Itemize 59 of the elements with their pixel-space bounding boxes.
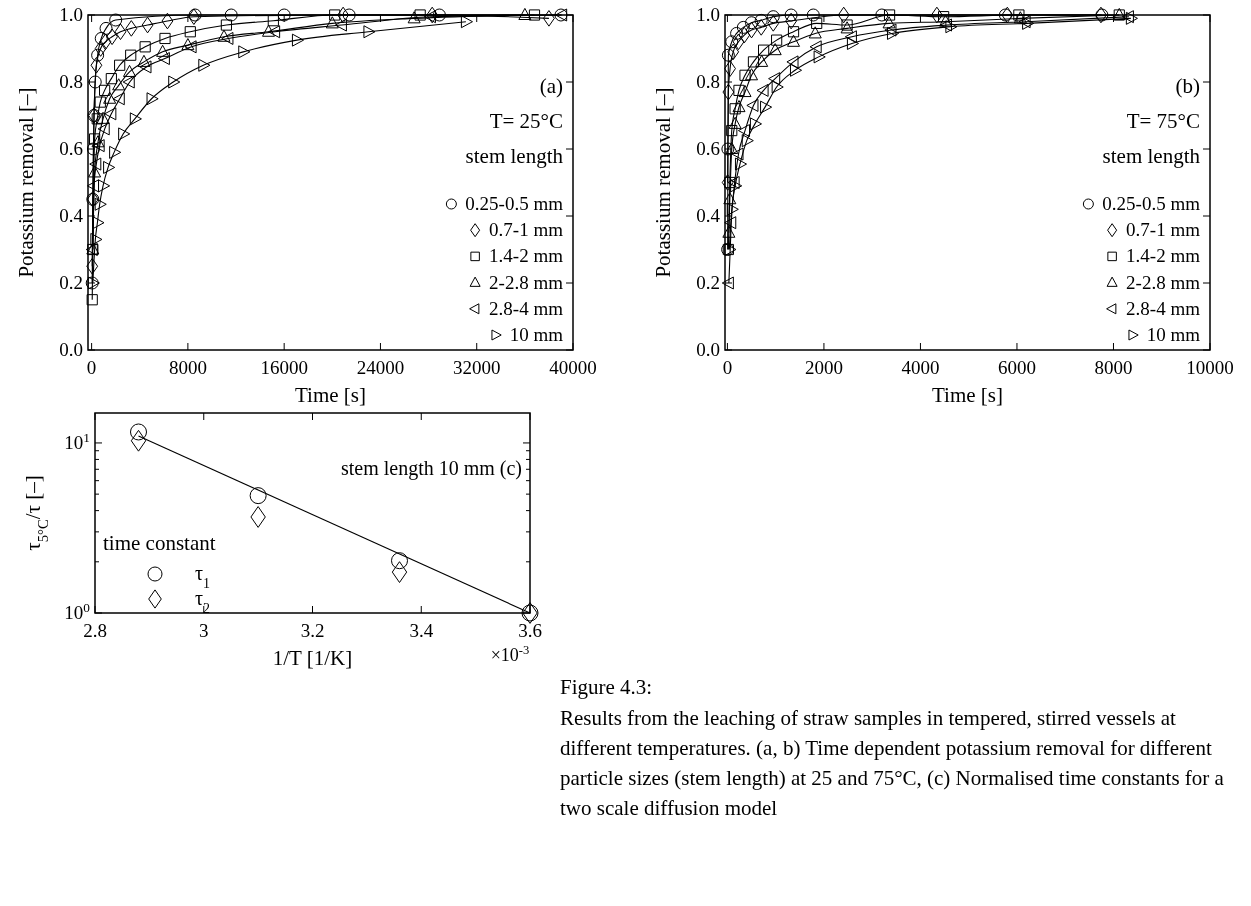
- y-tick-label: 0.0: [59, 339, 83, 360]
- annotation: T= 25°C: [489, 109, 563, 133]
- y-tick-label: 1.0: [59, 4, 83, 25]
- legend-title: time constant: [103, 531, 216, 555]
- y-tick-label: 10$^{0}$: [64, 599, 91, 623]
- text: Results from the leaching of straw samples in tempered, stirred vessels at different temperatures. (a, b) Time dependent potassium removal for different particle sizes (stem length) at 25 and 75°C, (c) Normalised time constants for a two scale diffusion model: [560, 706, 1225, 820]
- annotation: stem length 10 mm (c): [340, 457, 522, 480]
- x-tick-label: 3.6: [518, 620, 542, 641]
- x-tick-label: 16000: [260, 357, 308, 378]
- annotation: T= 75°C: [1126, 109, 1200, 133]
- legend-label: 0.7-1 mm: [489, 219, 564, 241]
- legend-label: 0.7-1 mm: [1126, 219, 1201, 241]
- text: Figure 4.3:: [560, 675, 653, 699]
- y-tick-label: 0.0: [696, 339, 720, 360]
- x-tick-label: 8000: [168, 357, 207, 378]
- legend-label: 1.4-2 mm: [1126, 245, 1201, 267]
- legend-label: 2.8-4 mm: [489, 297, 564, 319]
- y-axis-title: Potassium removal [–]: [14, 87, 38, 278]
- x-tick-label: 4000: [901, 357, 940, 378]
- text: ×10$^{-3}$: [490, 643, 530, 665]
- x-tick-label: 40000: [549, 357, 597, 378]
- legend-label: 0.25-0.5 mm: [1102, 193, 1201, 214]
- x-tick-label: 8000: [1094, 357, 1133, 378]
- y-tick-label: 0.8: [696, 71, 720, 92]
- y-tick-label: 0.2: [59, 272, 83, 293]
- annotation: (b): [1175, 74, 1200, 98]
- x-tick-label: 3.4: [409, 620, 434, 641]
- legend-label: 2.8-4 mm: [1126, 297, 1201, 319]
- y-tick-label: 10$^{1}$: [64, 429, 90, 453]
- x-axis-title: 1/T [1/K]: [272, 646, 353, 670]
- legend-title: stem length: [465, 144, 564, 168]
- legend-title: stem length: [1102, 144, 1201, 168]
- y-tick-label: 0.4: [696, 205, 721, 226]
- y-tick-label: 0.4: [59, 205, 84, 226]
- x-tick-label: 0: [86, 357, 97, 378]
- y-tick-label: 0.6: [59, 138, 83, 159]
- legend-label: 2-2.8 mm: [1126, 271, 1201, 293]
- legend-label: 2-2.8 mm: [489, 271, 564, 293]
- annotation: (a): [539, 74, 563, 98]
- y-tick-label: 0.2: [696, 272, 720, 293]
- x-tick-label: 32000: [452, 357, 501, 378]
- x-tick-label: 10000: [1186, 357, 1234, 378]
- x-tick-label: 6000: [997, 357, 1036, 378]
- x-tick-label: 2000: [804, 357, 843, 378]
- x-tick-label: 3.2: [300, 620, 325, 641]
- x-tick-label: 24000: [356, 357, 405, 378]
- legend-label: 0.25-0.5 mm: [465, 193, 564, 214]
- x-tick-label: 0: [722, 357, 733, 378]
- y-tick-label: 0.6: [696, 138, 720, 159]
- x-axis-title: Time [s]: [932, 383, 1003, 407]
- legend-label: 10 mm: [509, 324, 564, 345]
- y-axis-title: Potassium removal [–]: [651, 87, 675, 278]
- x-tick-label: 2.8: [83, 620, 107, 641]
- legend-label: 10 mm: [1146, 324, 1201, 345]
- y-tick-label: 1.0: [696, 4, 720, 25]
- y-tick-label: 0.8: [59, 71, 83, 92]
- legend-label: 1.4-2 mm: [489, 245, 564, 267]
- x-axis-title: Time [s]: [295, 383, 366, 407]
- x-tick-label: 3: [199, 620, 209, 641]
